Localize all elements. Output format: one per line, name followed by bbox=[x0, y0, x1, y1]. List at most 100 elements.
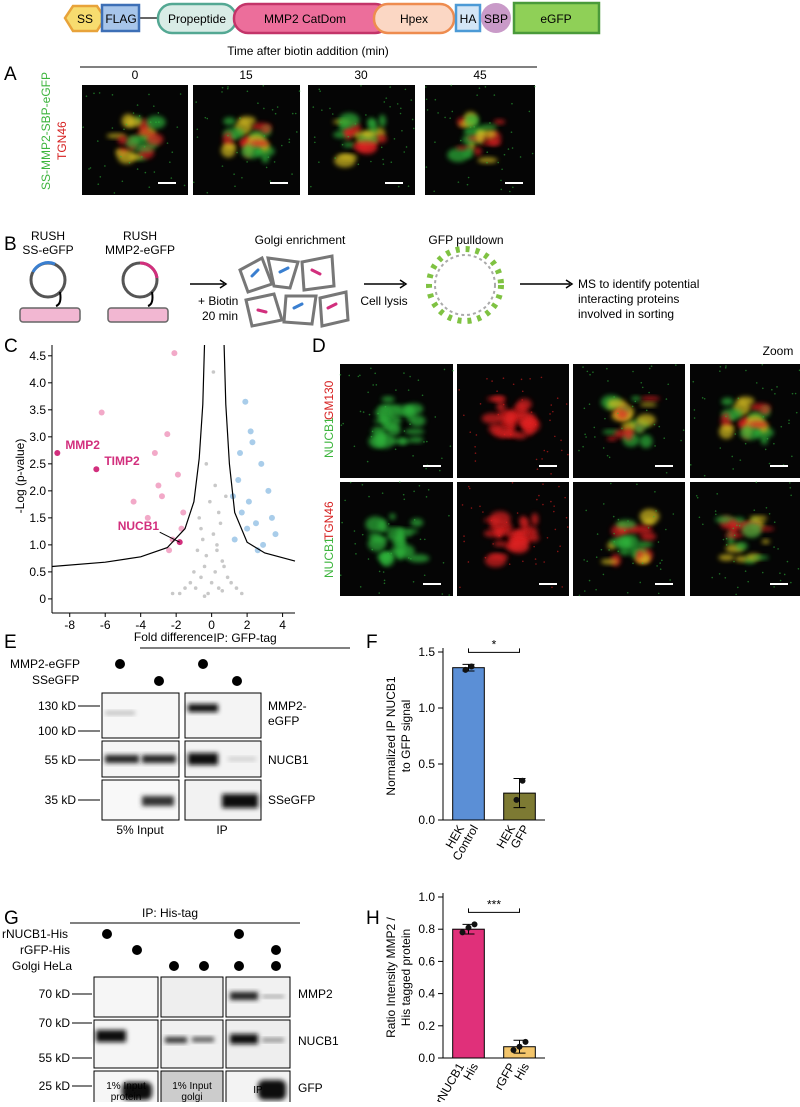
point bbox=[200, 537, 205, 542]
blot-label: NUCB1 bbox=[298, 1034, 339, 1048]
speckle bbox=[404, 88, 407, 91]
speckle bbox=[439, 469, 441, 472]
signal bbox=[621, 421, 637, 432]
point bbox=[268, 514, 275, 521]
speckle bbox=[608, 549, 610, 551]
panel-letter: B bbox=[4, 234, 17, 255]
signal bbox=[515, 420, 536, 426]
significance: *** bbox=[487, 897, 501, 911]
signal bbox=[639, 508, 660, 524]
signal bbox=[508, 539, 530, 554]
speckle bbox=[553, 510, 555, 513]
lane-label: IP bbox=[253, 1085, 263, 1096]
speckle bbox=[155, 121, 157, 123]
speckle bbox=[478, 87, 481, 90]
speckle bbox=[607, 380, 609, 382]
speckle bbox=[466, 183, 469, 186]
speckle bbox=[738, 524, 741, 527]
signal bbox=[379, 412, 386, 422]
speckle bbox=[521, 399, 523, 401]
speckle bbox=[169, 161, 171, 164]
speckle bbox=[366, 460, 369, 463]
signal bbox=[481, 413, 503, 424]
construct-label: HA bbox=[460, 12, 477, 26]
speckle bbox=[411, 118, 414, 121]
speckle bbox=[425, 98, 428, 101]
speckle bbox=[375, 384, 378, 386]
speckle bbox=[148, 186, 151, 188]
speckle bbox=[634, 400, 637, 403]
speckle bbox=[257, 102, 259, 105]
plasmid-label: MMP2-eGFP bbox=[105, 243, 175, 257]
speckle bbox=[361, 533, 364, 536]
y-tick-label: 0.5 bbox=[418, 757, 435, 771]
speckle bbox=[274, 112, 277, 115]
signal bbox=[748, 420, 768, 428]
x-tick-label: 0 bbox=[208, 618, 215, 632]
speckle bbox=[650, 365, 653, 367]
speckle bbox=[410, 557, 412, 560]
signal bbox=[618, 548, 632, 556]
marker-label: 55 kD bbox=[39, 1051, 71, 1065]
speckle bbox=[565, 516, 568, 519]
speckle bbox=[347, 135, 350, 138]
signal bbox=[760, 435, 768, 445]
point bbox=[130, 498, 137, 505]
x-tick-label: -2 bbox=[171, 618, 182, 632]
signal bbox=[735, 541, 748, 551]
point bbox=[245, 498, 252, 505]
speckle bbox=[314, 141, 316, 144]
signal bbox=[334, 153, 356, 168]
step-label: Golgi enrichment bbox=[255, 233, 346, 247]
point bbox=[193, 586, 198, 590]
point bbox=[199, 526, 203, 531]
speckle bbox=[291, 112, 294, 115]
speckle bbox=[689, 464, 692, 466]
x-tick-label: -8 bbox=[64, 618, 75, 632]
speckle bbox=[425, 467, 427, 470]
speckle bbox=[397, 185, 400, 188]
speckle bbox=[702, 523, 704, 526]
speckle bbox=[409, 423, 411, 426]
speckle bbox=[588, 403, 591, 406]
signal bbox=[373, 432, 395, 449]
speckle bbox=[773, 546, 775, 548]
speckle bbox=[764, 448, 767, 451]
speckle bbox=[566, 526, 569, 528]
speckle bbox=[383, 579, 386, 582]
speckle bbox=[520, 378, 523, 381]
data-point bbox=[513, 796, 520, 803]
speckle bbox=[418, 484, 421, 487]
speckle bbox=[665, 528, 667, 531]
signal bbox=[624, 428, 633, 441]
panel-letter: C bbox=[4, 336, 18, 357]
speckle bbox=[779, 572, 781, 574]
speckle bbox=[512, 383, 515, 386]
speckle bbox=[654, 445, 656, 447]
speckle bbox=[659, 568, 662, 571]
speckle bbox=[467, 176, 470, 179]
speckle bbox=[583, 407, 586, 410]
speckle bbox=[474, 452, 477, 454]
signal bbox=[489, 511, 511, 526]
signal bbox=[399, 437, 407, 445]
speckle bbox=[503, 433, 506, 436]
micrograph bbox=[573, 364, 685, 478]
signal bbox=[126, 117, 142, 128]
signal bbox=[721, 397, 734, 406]
speckle bbox=[550, 500, 552, 503]
x-tick-label: -4 bbox=[135, 618, 146, 632]
speckle bbox=[484, 86, 487, 88]
speckle bbox=[511, 481, 514, 484]
speckle bbox=[551, 586, 553, 589]
speckle bbox=[656, 565, 658, 567]
x-axis-label: Fold difference bbox=[134, 630, 213, 644]
signal bbox=[389, 513, 396, 520]
speckle bbox=[409, 375, 411, 378]
data-point bbox=[522, 1038, 529, 1045]
speckle bbox=[271, 109, 274, 111]
speckle bbox=[765, 506, 768, 509]
speckle bbox=[534, 85, 536, 88]
speckle bbox=[695, 494, 698, 497]
blot-label: MMP2 bbox=[298, 987, 333, 1001]
